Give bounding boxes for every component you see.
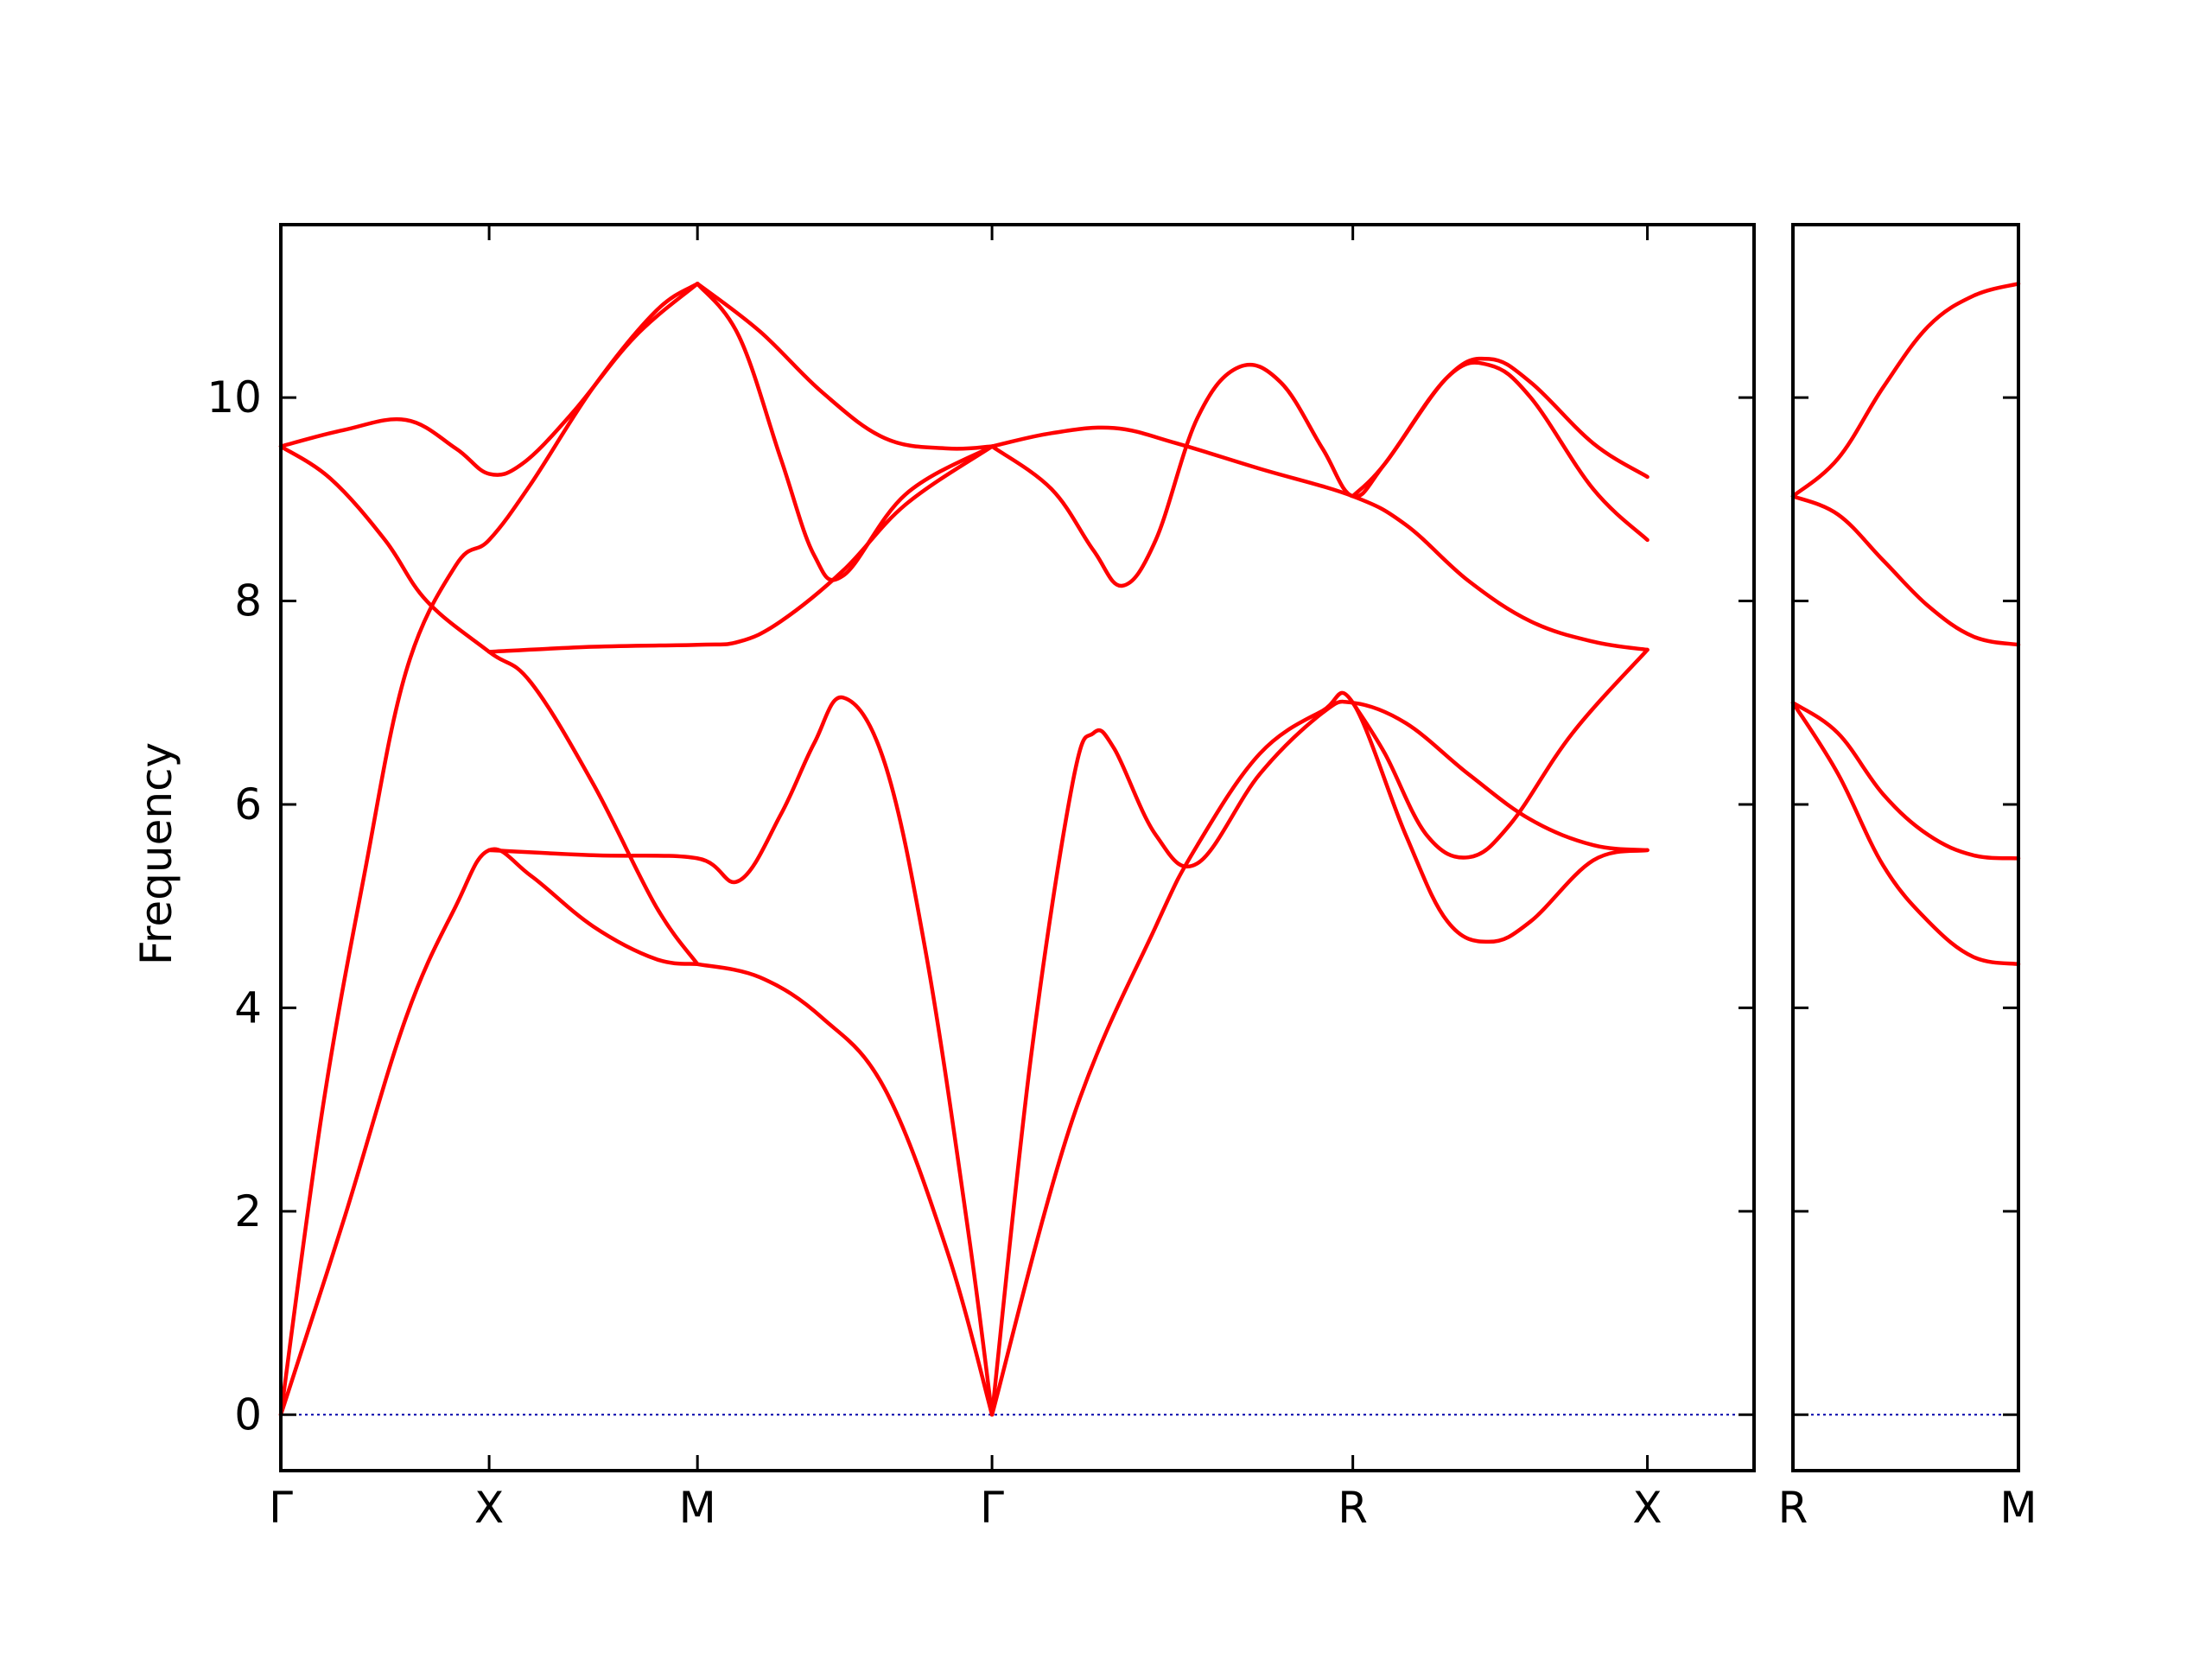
band-line	[1351, 647, 1649, 860]
x-tick-label: X	[474, 1483, 504, 1533]
y-tick-label: 8	[234, 576, 262, 626]
y-axis-label: Frequency	[131, 742, 181, 965]
band-line	[989, 690, 1649, 1417]
band-line	[695, 962, 995, 1417]
y-tick-label: 4	[234, 982, 262, 1033]
x-tick-label: M	[679, 1483, 716, 1533]
band-line	[278, 282, 700, 477]
band-line	[1790, 701, 2021, 861]
y-tick-label: 0	[234, 1389, 262, 1440]
x-tick-label: R	[1778, 1483, 1808, 1533]
band-line	[989, 425, 1649, 652]
plot-frame	[279, 223, 1756, 1472]
band-line	[989, 356, 1649, 588]
x-tick-label: X	[1632, 1483, 1662, 1533]
y-tick-label: 2	[234, 1186, 262, 1236]
plot-frame	[1791, 223, 2020, 1472]
band-line	[1790, 494, 2021, 647]
band-line	[278, 444, 700, 967]
band-line	[695, 282, 995, 451]
y-tick-label: 6	[234, 779, 262, 830]
x-tick-label: Γ	[269, 1483, 293, 1533]
band-line	[1351, 360, 1649, 543]
band-line	[989, 699, 1649, 1417]
band-line	[486, 696, 995, 1417]
x-tick-label: M	[1999, 1483, 2037, 1533]
band-line	[486, 444, 995, 654]
band-line	[278, 282, 700, 1417]
y-tick-label: 10	[207, 372, 262, 423]
band-line	[278, 847, 700, 1417]
band-line	[1790, 701, 2021, 967]
x-tick-label: Γ	[980, 1483, 1004, 1533]
band-line	[695, 282, 995, 582]
x-tick-label: R	[1338, 1483, 1368, 1533]
band-line	[1790, 282, 2021, 499]
panel-1: 0 2 4 6 8 10 Γ X M Γ R X	[207, 223, 1756, 1533]
